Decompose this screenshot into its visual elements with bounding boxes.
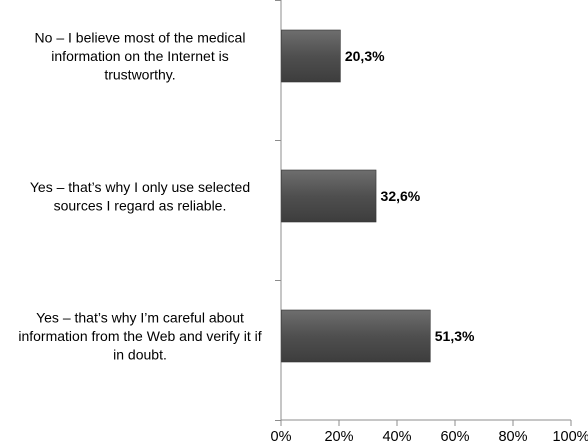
bar — [281, 309, 431, 363]
category-label: No – I believe most of the medical inform… — [35, 30, 246, 83]
category-label: Yes – that’s why I only use selected sour… — [30, 179, 250, 214]
category-label-line: sources I regard as reliable. — [54, 197, 227, 213]
bar — [281, 169, 377, 223]
x-tick-label: 100% — [552, 429, 588, 444]
data-label: 51,3% — [435, 328, 475, 344]
category-label-line: No – I believe most of the medical — [35, 30, 246, 46]
category-label-line: trustworthy. — [104, 67, 175, 83]
category-label-line: Yes – that’s why I’m careful about — [36, 310, 244, 326]
x-tick-label: 0% — [271, 429, 292, 444]
x-tick-label: 40% — [382, 429, 411, 444]
category-label: Yes – that’s why I’m careful about inform… — [18, 310, 261, 363]
data-label: 20,3% — [345, 48, 385, 64]
plot-area: 0% 20% 40% 60% 80% 100% 20,3% No – I believe mo… — [18, 0, 588, 444]
x-tick-label: 20% — [324, 429, 353, 444]
category-label-line: in doubt. — [113, 347, 167, 363]
bar — [281, 29, 341, 83]
category-label-line: information on the Internet is — [51, 48, 228, 64]
x-tick-label: 80% — [498, 429, 527, 444]
data-label: 32,6% — [381, 188, 421, 204]
x-tick-label: 60% — [440, 429, 469, 444]
category-label-line: Yes – that’s why I only use selected — [30, 179, 250, 195]
category-label-line: information from the Web and verify it i… — [18, 328, 261, 344]
